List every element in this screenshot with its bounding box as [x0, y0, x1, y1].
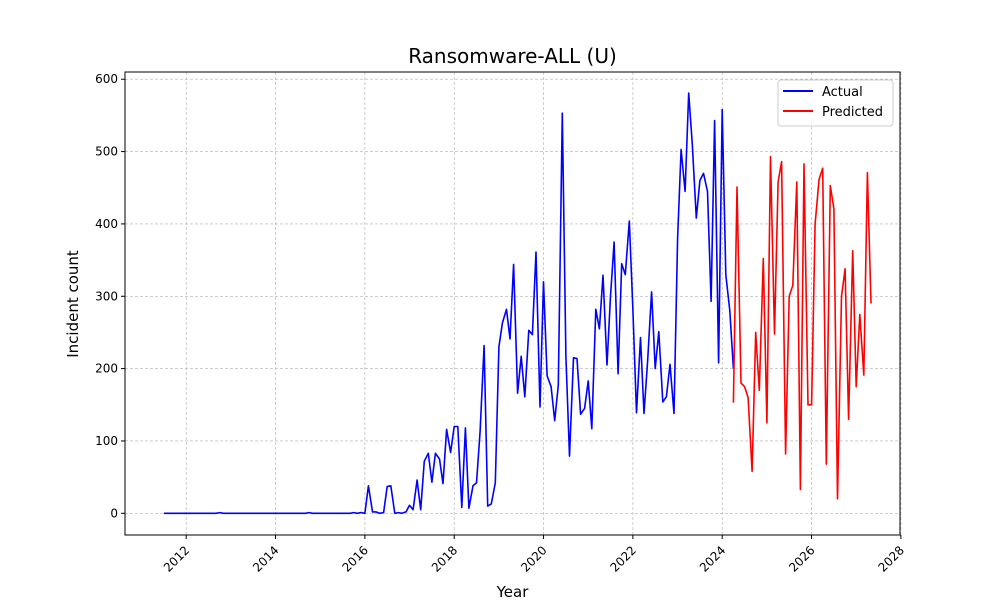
- x-tick-label: 2016: [339, 543, 370, 574]
- plot-frame: [124, 71, 901, 536]
- series-lines: [163, 92, 872, 515]
- x-axis-label: Year: [496, 583, 530, 600]
- y-tick-label: 100: [95, 434, 118, 448]
- x-tick-label: 2024: [697, 543, 728, 574]
- y-tick-label: 600: [95, 72, 118, 86]
- y-tick-label: 200: [95, 362, 118, 376]
- legend-label-predicted: Predicted: [822, 105, 883, 120]
- x-tick-label: 2012: [161, 543, 192, 574]
- x-tick-label: 2026: [786, 543, 817, 574]
- legend-label-actual: Actual: [822, 85, 863, 100]
- x-tick-label: 2014: [250, 543, 281, 574]
- y-axis-label: Incident count: [64, 250, 82, 358]
- y-axis: 0 100 200 300 400 500 600: [95, 72, 125, 520]
- x-axis: 2012 2014 2016 2018 2020 2022 2024 2026 2028: [161, 535, 907, 575]
- x-tick-label: 2018: [429, 543, 460, 574]
- y-tick-label: 300: [95, 289, 118, 303]
- chart-title: Ransomware-ALL (U): [408, 44, 617, 68]
- x-tick-label: 2022: [608, 543, 639, 574]
- series-line-actual: [163, 92, 735, 515]
- series-line-predicted: [732, 155, 872, 500]
- legend: Actual Predicted: [777, 79, 894, 127]
- y-tick-label: 0: [110, 506, 118, 520]
- y-tick-label: 500: [95, 145, 118, 159]
- x-tick-label: 2028: [876, 543, 907, 574]
- y-tick-label: 400: [95, 217, 118, 231]
- x-tick-label: 2020: [518, 543, 549, 574]
- grid-lines: [125, 72, 902, 535]
